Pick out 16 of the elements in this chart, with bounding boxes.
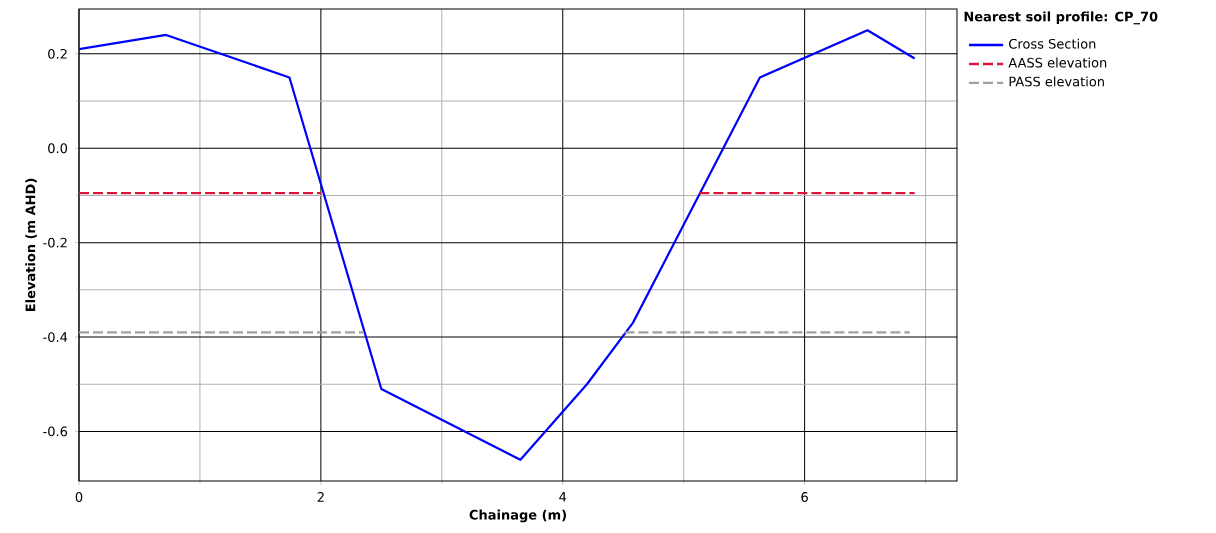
y-tick-label: -0.6 (43, 426, 68, 437)
legend-label: AASS elevation (1008, 57, 1107, 68)
y-tick-label: -0.2 (43, 237, 67, 248)
legend-title: Nearest soil profile: CP_70 (964, 11, 1158, 25)
x-axis-title: Chainage (m) (469, 509, 566, 523)
y-tick-label: 0.0 (48, 143, 68, 154)
legend-label: Cross Section (1009, 38, 1096, 49)
line-series (79, 29, 916, 461)
y-tick-label: 0.2 (48, 48, 67, 59)
x-tick-label: 6 (801, 492, 808, 502)
x-tick-label: 0 (75, 492, 83, 502)
x-tick-label: 4 (559, 492, 567, 502)
y-axis-title: Elevation (m AHD) (25, 178, 37, 312)
x-tick-label: 2 (317, 492, 324, 502)
y-tick-label: -0.4 (43, 332, 68, 342)
legend-label: PASS elevation (1009, 76, 1104, 87)
